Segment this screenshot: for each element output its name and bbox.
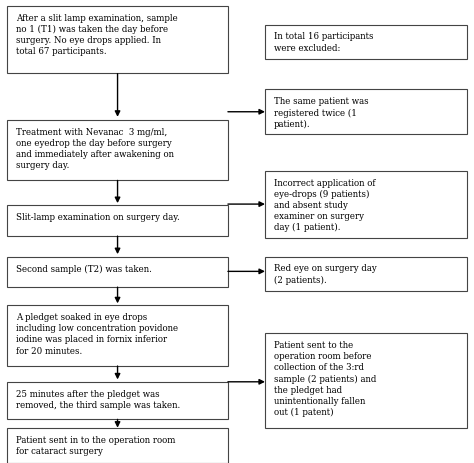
FancyBboxPatch shape — [7, 306, 228, 366]
Text: Patient sent in to the operation room
for cataract surgery: Patient sent in to the operation room fo… — [16, 435, 175, 455]
Text: After a slit lamp examination, sample
no 1 (T1) was taken the day before
surgery: After a slit lamp examination, sample no… — [16, 14, 177, 56]
FancyBboxPatch shape — [7, 120, 228, 181]
Text: In total 16 participants
were excluded:: In total 16 participants were excluded: — [274, 32, 374, 52]
FancyBboxPatch shape — [7, 257, 228, 287]
Text: 25 minutes after the pledget was
removed, the third sample was taken.: 25 minutes after the pledget was removed… — [16, 389, 180, 409]
Text: The same patient was
registered twice (1
patient).: The same patient was registered twice (1… — [274, 97, 369, 129]
FancyBboxPatch shape — [7, 7, 228, 74]
FancyBboxPatch shape — [265, 257, 467, 292]
FancyBboxPatch shape — [265, 25, 467, 60]
Text: Second sample (T2) was taken.: Second sample (T2) was taken. — [16, 264, 152, 273]
Text: Incorrect application of
eye-drops (9 patients)
and absent study
examiner on sur: Incorrect application of eye-drops (9 pa… — [274, 178, 375, 232]
FancyBboxPatch shape — [7, 382, 228, 419]
FancyBboxPatch shape — [265, 333, 467, 428]
Text: A pledget soaked in eye drops
including low concentration povidone
iodine was pl: A pledget soaked in eye drops including … — [16, 313, 178, 355]
Text: Treatment with Nevanac  3 mg/ml,
one eyedrop the day before surgery
and immediat: Treatment with Nevanac 3 mg/ml, one eyed… — [16, 127, 173, 169]
Text: Patient sent to the
operation room before
collection of the 3:rd
sample (2 patie: Patient sent to the operation room befor… — [274, 340, 376, 416]
FancyBboxPatch shape — [265, 171, 467, 238]
FancyBboxPatch shape — [7, 206, 228, 236]
FancyBboxPatch shape — [7, 428, 228, 463]
Text: Red eye on surgery day
(2 patients).: Red eye on surgery day (2 patients). — [274, 264, 377, 284]
FancyBboxPatch shape — [265, 90, 467, 134]
Text: Slit-lamp examination on surgery day.: Slit-lamp examination on surgery day. — [16, 213, 179, 222]
